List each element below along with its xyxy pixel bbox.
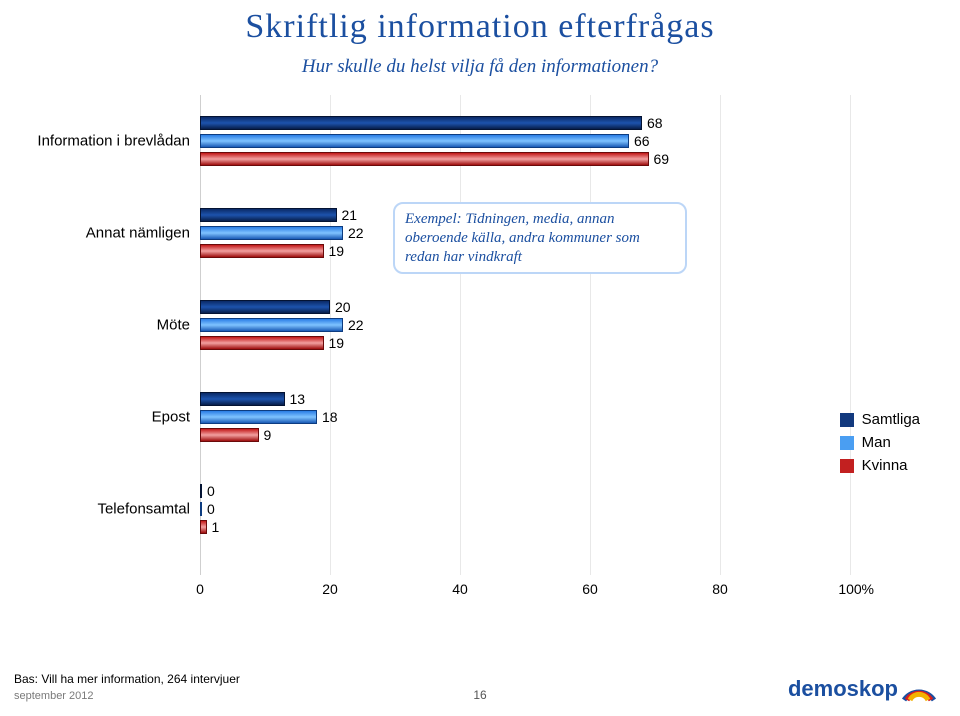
footer-date: september 2012 bbox=[14, 690, 94, 702]
logo-text: demoskop bbox=[788, 676, 898, 702]
category-group: Information i brevlådan686669 bbox=[200, 116, 850, 166]
gridline bbox=[850, 95, 851, 575]
bar-man: 22 bbox=[200, 226, 343, 240]
legend-swatch-icon bbox=[840, 436, 854, 450]
legend-label: Man bbox=[862, 434, 891, 451]
bar-value-label: 21 bbox=[336, 207, 358, 223]
bar-value-label: 1 bbox=[206, 519, 220, 535]
category-label: Information i brevlådan bbox=[10, 133, 190, 150]
x-tick-label: 80 bbox=[712, 581, 728, 597]
bar-value-label: 20 bbox=[329, 299, 351, 315]
category-label: Annat nämligen bbox=[10, 225, 190, 242]
footer-base: Bas: Vill ha mer information, 264 interv… bbox=[14, 672, 240, 686]
page-subtitle: Hur skulle du helst vilja få den informa… bbox=[0, 56, 960, 78]
bar-samtliga: 20 bbox=[200, 300, 330, 314]
legend-item-kvinna: Kvinna bbox=[840, 457, 920, 474]
bar-man: 18 bbox=[200, 410, 317, 424]
bar-value-label: 19 bbox=[323, 335, 345, 351]
bar-kvinna: 1 bbox=[200, 520, 207, 534]
legend: Samtliga Man Kvinna bbox=[840, 405, 920, 480]
page-title: Skriftlig information efterfrågas bbox=[0, 8, 960, 46]
bar-value-label: 0 bbox=[201, 501, 215, 517]
logo: demoskop bbox=[788, 676, 936, 702]
category-label: Telefonsamtal bbox=[10, 501, 190, 518]
category-label: Möte bbox=[10, 317, 190, 334]
x-tick-label: 0 bbox=[196, 581, 204, 597]
bar-man: 22 bbox=[200, 318, 343, 332]
bar-man: 0 bbox=[200, 502, 202, 516]
legend-swatch-icon bbox=[840, 413, 854, 427]
bar-kvinna: 19 bbox=[200, 336, 324, 350]
x-tick-label: 20 bbox=[322, 581, 338, 597]
example-callout: Exempel: Tidningen, media, annan oberoen… bbox=[393, 202, 687, 274]
category-label: Epost bbox=[10, 409, 190, 426]
x-unit-label: % bbox=[862, 581, 874, 597]
x-tick-label: 40 bbox=[452, 581, 468, 597]
bar-man: 66 bbox=[200, 134, 629, 148]
category-group: Telefonsamtal001 bbox=[200, 484, 850, 534]
bar-value-label: 22 bbox=[342, 225, 364, 241]
bar-samtliga: 68 bbox=[200, 116, 642, 130]
category-group: Epost13189 bbox=[200, 392, 850, 442]
legend-label: Kvinna bbox=[862, 457, 908, 474]
x-tick-label: 100 bbox=[838, 581, 861, 597]
bar-kvinna: 19 bbox=[200, 244, 324, 258]
bar-value-label: 9 bbox=[258, 427, 272, 443]
bar-value-label: 19 bbox=[323, 243, 345, 259]
legend-label: Samtliga bbox=[862, 411, 920, 428]
legend-swatch-icon bbox=[840, 459, 854, 473]
category-group: Möte202219 bbox=[200, 300, 850, 350]
bar-value-label: 69 bbox=[648, 151, 670, 167]
bar-value-label: 68 bbox=[641, 115, 663, 131]
bar-value-label: 18 bbox=[316, 409, 338, 425]
bar-samtliga: 21 bbox=[200, 208, 337, 222]
logo-arc-icon bbox=[902, 676, 936, 702]
bar-kvinna: 9 bbox=[200, 428, 259, 442]
chart-area: 020406080100%Information i brevlådan6866… bbox=[200, 95, 850, 625]
page-number: 16 bbox=[473, 688, 486, 702]
bar-samtliga: 13 bbox=[200, 392, 285, 406]
x-tick-label: 60 bbox=[582, 581, 598, 597]
bar-samtliga: 0 bbox=[200, 484, 202, 498]
chart-plot: 020406080100%Information i brevlådan6866… bbox=[200, 95, 850, 595]
legend-item-man: Man bbox=[840, 434, 920, 451]
page-root: Skriftlig information efterfrågas Hur sk… bbox=[0, 0, 960, 716]
legend-item-samtliga: Samtliga bbox=[840, 411, 920, 428]
bar-value-label: 0 bbox=[201, 483, 215, 499]
bar-value-label: 13 bbox=[284, 391, 306, 407]
bar-value-label: 66 bbox=[628, 133, 650, 149]
bar-kvinna: 69 bbox=[200, 152, 649, 166]
bar-value-label: 22 bbox=[342, 317, 364, 333]
